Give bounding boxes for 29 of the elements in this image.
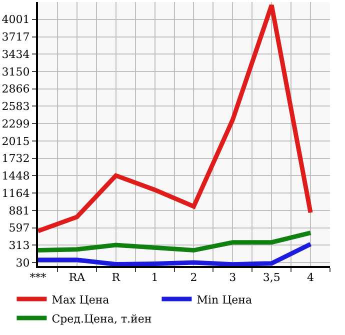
- x-tick-label: 3: [229, 271, 236, 284]
- line-series: [38, 230, 313, 253]
- x-tick-label: ***: [30, 271, 47, 284]
- y-tick-label: 2299: [2, 117, 30, 130]
- line-series: [38, 2, 313, 234]
- y-tick-label: 1732: [2, 152, 30, 166]
- x-tick-label: RA: [68, 271, 86, 284]
- x-tick-label: 2: [190, 271, 198, 284]
- x-tick-label: 1: [151, 271, 158, 284]
- legend-label: Max Цена: [52, 293, 110, 306]
- y-tick-label: 3717: [2, 30, 30, 44]
- legend-label: Сред.Цена, т.йен: [52, 312, 152, 326]
- legend-label: Min Цена: [196, 293, 252, 306]
- x-tick-label: R: [112, 271, 121, 284]
- y-tick-label: 30: [16, 256, 30, 270]
- y-tick-label: 4001: [2, 13, 30, 26]
- line-series: [38, 242, 313, 266]
- y-tick-label: 3434: [2, 48, 30, 61]
- y-tick-label: 597: [8, 222, 30, 235]
- y-tick-label: 3150: [2, 65, 30, 78]
- y-tick-label: 2866: [2, 82, 30, 96]
- y-tick-label: 2583: [2, 100, 30, 114]
- y-tick-label: 881: [8, 204, 30, 218]
- x-tick-label: 4: [307, 271, 314, 284]
- y-tick-label: 1448: [2, 170, 30, 183]
- y-tick-label: 1164: [2, 186, 30, 200]
- y-tick-label: 313: [8, 239, 30, 252]
- y-tick-label: 2015: [2, 134, 30, 148]
- x-tick-label: 3,5: [262, 271, 280, 284]
